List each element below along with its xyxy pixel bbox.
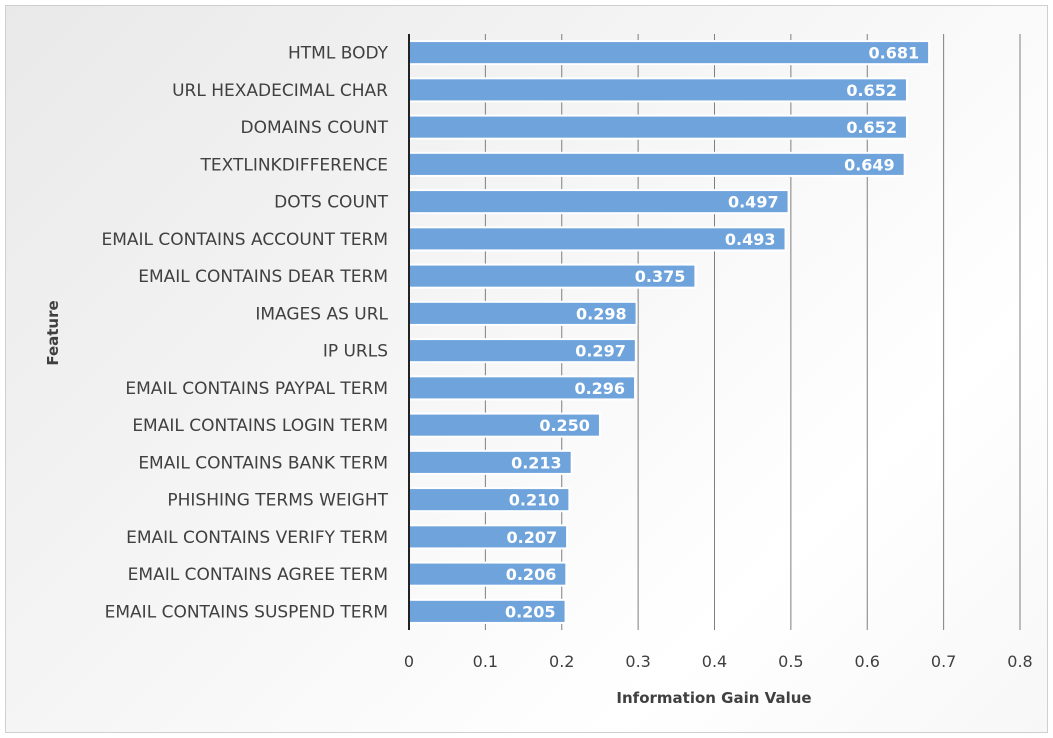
data-label: 0.296 bbox=[574, 379, 625, 398]
category-label: IMAGES AS URL bbox=[255, 304, 388, 324]
data-label: 0.375 bbox=[635, 267, 686, 286]
data-label: 0.250 bbox=[539, 416, 590, 435]
data-label: 0.206 bbox=[506, 565, 557, 584]
x-axis-title: Information Gain Value bbox=[616, 689, 811, 707]
bar bbox=[408, 77, 908, 103]
bar bbox=[408, 114, 908, 140]
category-label: EMAIL CONTAINS AGREE TERM bbox=[128, 565, 388, 585]
x-tick-label: 0.6 bbox=[855, 652, 880, 671]
data-label: 0.493 bbox=[725, 230, 776, 249]
category-label: EMAIL CONTAINS VERIFY TERM bbox=[126, 528, 388, 548]
bar bbox=[408, 40, 931, 66]
data-label: 0.497 bbox=[728, 193, 779, 212]
x-tick-label: 0.2 bbox=[549, 652, 574, 671]
bars bbox=[408, 40, 931, 624]
data-label: 0.652 bbox=[846, 81, 897, 100]
data-label: 0.681 bbox=[869, 44, 920, 63]
x-tick-labels: 0 0.1 0.2 0.3 0.4 0.5 0.6 0.7 0.8 bbox=[404, 652, 1033, 671]
data-label: 0.649 bbox=[844, 155, 895, 174]
category-label: EMAIL CONTAINS PAYPAL TERM bbox=[125, 379, 388, 399]
data-label: 0.652 bbox=[846, 118, 897, 137]
category-label: IP URLS bbox=[323, 342, 388, 362]
value-labels: 0.681 0.652 0.652 0.649 0.497 0.493 0.375 0.298… bbox=[505, 44, 919, 622]
data-label: 0.210 bbox=[509, 491, 560, 510]
category-label: EMAIL CONTAINS BANK TERM bbox=[138, 453, 388, 473]
category-label: EMAIL CONTAINS ACCOUNT TERM bbox=[101, 230, 388, 250]
category-label: TEXTLINKDIFFERENCE bbox=[200, 155, 389, 175]
category-label: HTML BODY bbox=[288, 44, 389, 64]
category-label: EMAIL CONTAINS LOGIN TERM bbox=[132, 416, 388, 436]
category-label: DOTS COUNT bbox=[274, 193, 388, 213]
x-tick-label: 0 bbox=[404, 652, 414, 671]
category-label: DOMAINS COUNT bbox=[241, 118, 389, 138]
data-label: 0.213 bbox=[511, 453, 562, 472]
x-tick-label: 0.1 bbox=[473, 652, 498, 671]
x-tick-label: 0.7 bbox=[931, 652, 956, 671]
x-tick-label: 0.8 bbox=[1007, 652, 1032, 671]
x-tick-label: 0.4 bbox=[702, 652, 727, 671]
category-label: EMAIL CONTAINS DEAR TERM bbox=[138, 267, 388, 287]
data-label: 0.207 bbox=[506, 528, 557, 547]
data-label: 0.298 bbox=[576, 304, 627, 323]
y-axis-title: Feature bbox=[44, 300, 62, 365]
category-label: PHISHING TERMS WEIGHT bbox=[167, 491, 388, 511]
data-label: 0.205 bbox=[505, 602, 556, 621]
bar bbox=[408, 151, 906, 177]
data-label: 0.297 bbox=[575, 342, 626, 361]
x-tick-label: 0.5 bbox=[778, 652, 803, 671]
category-labels: HTML BODY URL HEXADECIMAL CHAR DOMAINS COU… bbox=[101, 44, 388, 623]
category-label: EMAIL CONTAINS SUSPEND TERM bbox=[105, 602, 388, 622]
category-label: URL HEXADECIMAL CHAR bbox=[172, 81, 388, 101]
x-tick-label: 0.3 bbox=[625, 652, 650, 671]
